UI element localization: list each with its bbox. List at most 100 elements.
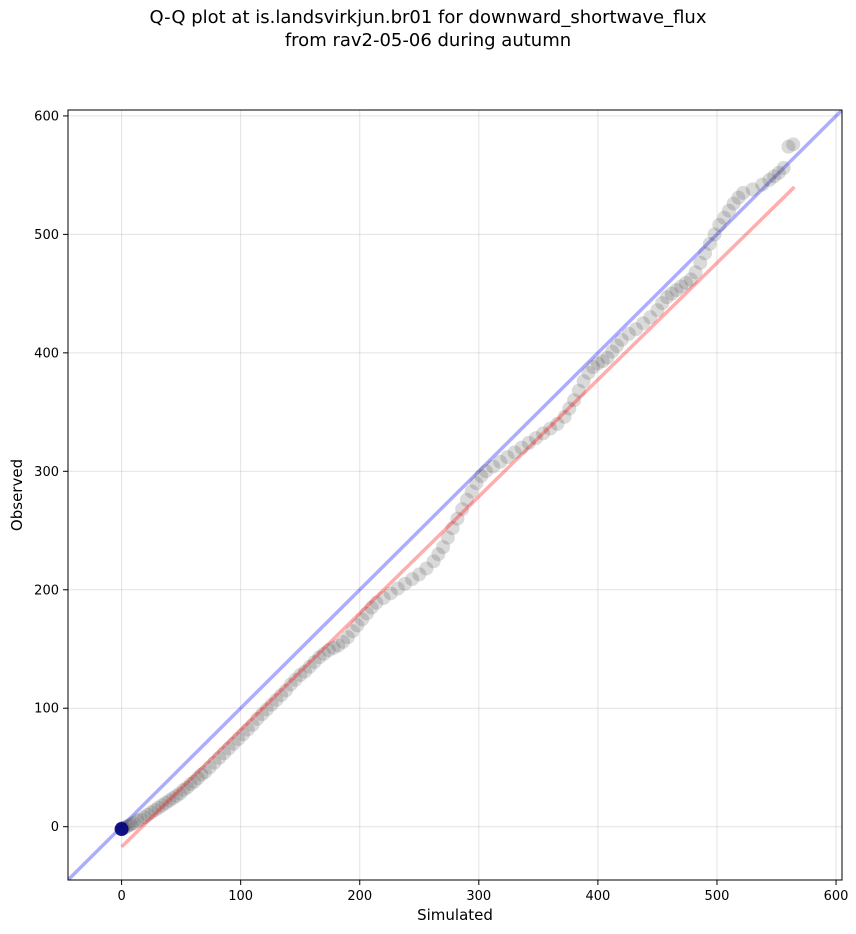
y-tick-label: 500 — [34, 228, 59, 243]
data-point — [636, 316, 651, 331]
y-axis-label: Observed — [8, 459, 26, 531]
data-point — [165, 791, 180, 806]
data-point — [586, 360, 601, 375]
data-point — [269, 692, 284, 707]
data-point — [288, 672, 303, 687]
data-point — [274, 688, 289, 703]
data-point — [169, 788, 184, 803]
data-point — [693, 255, 708, 270]
data-point — [207, 755, 222, 770]
x-axis-ticks: 0 100 200 300 400 500 600 — [117, 880, 848, 904]
data-point — [180, 780, 195, 795]
data-point — [745, 182, 760, 197]
data-point — [317, 646, 332, 661]
fit-line — [120, 185, 796, 849]
data-point — [590, 356, 605, 371]
data-point — [445, 521, 460, 536]
reference-line — [68, 110, 842, 880]
data-point — [216, 746, 231, 761]
data-point — [183, 777, 198, 792]
data-point — [469, 476, 484, 491]
data-point — [172, 786, 187, 801]
data-point — [455, 502, 470, 517]
data-point — [137, 810, 152, 825]
data-point — [767, 169, 782, 184]
data-point — [240, 722, 255, 737]
data-point — [345, 624, 360, 639]
data-point — [557, 409, 572, 424]
data-layer — [68, 110, 842, 880]
data-point — [340, 630, 355, 645]
data-point — [679, 275, 694, 290]
data-point — [326, 640, 341, 655]
data-point — [155, 798, 170, 813]
chart-title: Q-Q plot at is.landsvirkjun.br01 for dow… — [0, 6, 856, 52]
grid-lines — [68, 110, 842, 880]
data-point — [259, 702, 274, 717]
data-point — [376, 591, 391, 606]
data-point — [614, 332, 629, 347]
data-point — [307, 655, 322, 670]
data-point — [359, 606, 374, 621]
data-point — [412, 567, 427, 582]
data-point — [130, 813, 145, 828]
data-point — [331, 638, 346, 653]
data-point — [621, 326, 636, 341]
data-point — [236, 727, 251, 742]
data-point — [397, 576, 412, 591]
data-point — [762, 172, 777, 187]
data-point — [297, 664, 312, 679]
data-point — [605, 344, 620, 359]
start-marker — [114, 822, 129, 837]
data-point — [390, 581, 405, 596]
data-point — [702, 236, 717, 251]
data-point — [567, 393, 582, 408]
data-point — [731, 190, 746, 205]
data-point — [536, 426, 551, 441]
data-point — [474, 469, 489, 484]
data-point — [151, 800, 166, 815]
x-tick-label: 0 — [117, 889, 125, 904]
data-point — [683, 272, 698, 287]
y-tick-label: 600 — [34, 109, 59, 124]
data-point — [576, 374, 591, 389]
data-point — [674, 279, 689, 294]
data-point — [562, 401, 577, 416]
x-tick-label: 300 — [466, 889, 491, 904]
data-point — [521, 435, 536, 450]
data-point — [350, 618, 365, 633]
data-point — [162, 793, 177, 808]
data-point — [302, 659, 317, 674]
data-point — [126, 816, 141, 831]
data-point — [226, 736, 241, 751]
y-axis-ticks: 0 100 200 300 400 500 600 — [34, 109, 68, 835]
data-point — [493, 454, 508, 469]
data-point — [650, 303, 665, 318]
data-point — [643, 310, 658, 325]
x-tick-label: 200 — [347, 889, 372, 904]
data-point — [187, 774, 202, 789]
data-point — [507, 445, 522, 460]
data-point — [436, 540, 451, 555]
y-tick-label: 200 — [34, 583, 59, 598]
data-point — [419, 561, 434, 576]
data-point — [231, 732, 246, 747]
data-point — [664, 286, 679, 301]
data-point — [595, 354, 610, 369]
data-point — [712, 217, 727, 232]
data-point — [528, 431, 543, 446]
data-point — [486, 459, 501, 474]
data-point — [293, 668, 308, 683]
data-point — [176, 782, 191, 797]
data-point — [250, 711, 265, 726]
data-point — [581, 365, 596, 380]
data-point — [431, 547, 446, 562]
data-point — [698, 246, 713, 261]
data-point — [190, 771, 205, 786]
x-tick-label: 400 — [585, 889, 610, 904]
data-point — [717, 210, 732, 225]
x-tick-label: 600 — [824, 889, 849, 904]
data-point — [688, 265, 703, 280]
data-point — [440, 530, 455, 545]
